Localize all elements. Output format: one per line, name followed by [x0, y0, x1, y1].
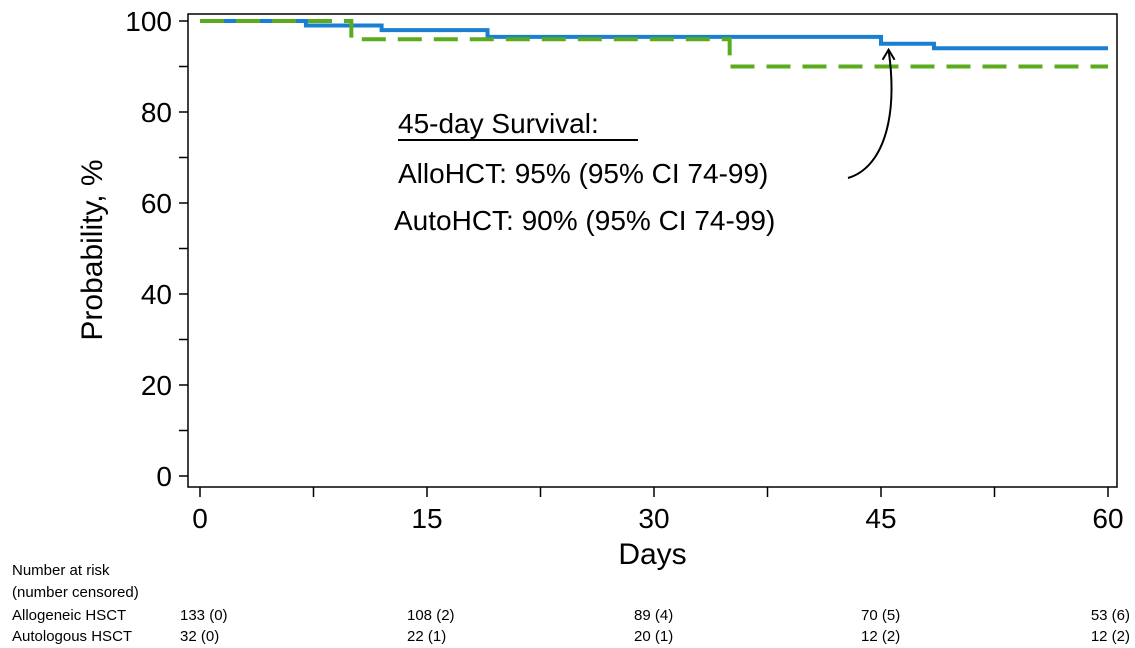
x-tick-label: 30	[638, 503, 669, 534]
y-tick-label: 20	[141, 370, 172, 401]
annotation-line-auto: AutoHCT: 90% (95% CI 74-99)	[394, 205, 775, 236]
axes: 0 15 30 45 60 0 20 40 60 80 100 Days Probability, %	[76, 6, 1124, 571]
risk-value-allogeneic: 89 (4)	[634, 607, 674, 624]
series-autologous-line	[200, 19, 1108, 69]
plot-frame	[187, 13, 1118, 488]
risk-row-label-autologous: Autologous HSCT	[12, 628, 133, 645]
y-tick-label: 40	[141, 279, 172, 310]
risk-value-autologous: 12 (2)	[1090, 628, 1130, 645]
risk-value-allogeneic: 133 (0)	[180, 607, 228, 624]
risk-value-autologous: 20 (1)	[634, 628, 674, 645]
series-group	[200, 19, 1108, 69]
risk-value-allogeneic: 53 (6)	[1090, 607, 1130, 624]
risk-value-autologous: 22 (1)	[407, 628, 447, 645]
risk-table-title: Number at risk	[12, 562, 110, 579]
annotation-line-allo: AlloHCT: 95% (95% CI 74-99)	[398, 158, 768, 189]
y-tick-label: 80	[141, 97, 172, 128]
annotation-arrowhead	[881, 47, 896, 61]
y-tick-label: 100	[125, 6, 172, 37]
risk-value-allogeneic: 70 (5)	[861, 607, 901, 624]
x-tick-label: 0	[192, 503, 208, 534]
x-tick-label: 45	[865, 503, 896, 534]
x-tick-label: 15	[411, 503, 442, 534]
risk-value-autologous: 12 (2)	[861, 628, 901, 645]
risk-table-subtitle: (number censored)	[12, 584, 139, 601]
annotation: 45-day Survival: AlloHCT: 95% (95% CI 74…	[394, 47, 896, 236]
risk-value-allogeneic: 108 (2)	[407, 607, 455, 624]
y-axis-title: Probability, %	[76, 159, 109, 340]
series-allogeneic-line	[200, 19, 1108, 51]
risk-row-label-allogeneic: Allogeneic HSCT	[12, 607, 127, 624]
x-tick-label: 60	[1092, 503, 1123, 534]
y-tick-label: 0	[156, 461, 172, 492]
y-tick-label: 60	[141, 188, 172, 219]
x-axis-title: Days	[618, 538, 686, 571]
annotation-heading: 45-day Survival:	[398, 108, 599, 139]
annotation-arrow	[847, 49, 893, 179]
risk-value-autologous: 32 (0)	[180, 628, 220, 645]
